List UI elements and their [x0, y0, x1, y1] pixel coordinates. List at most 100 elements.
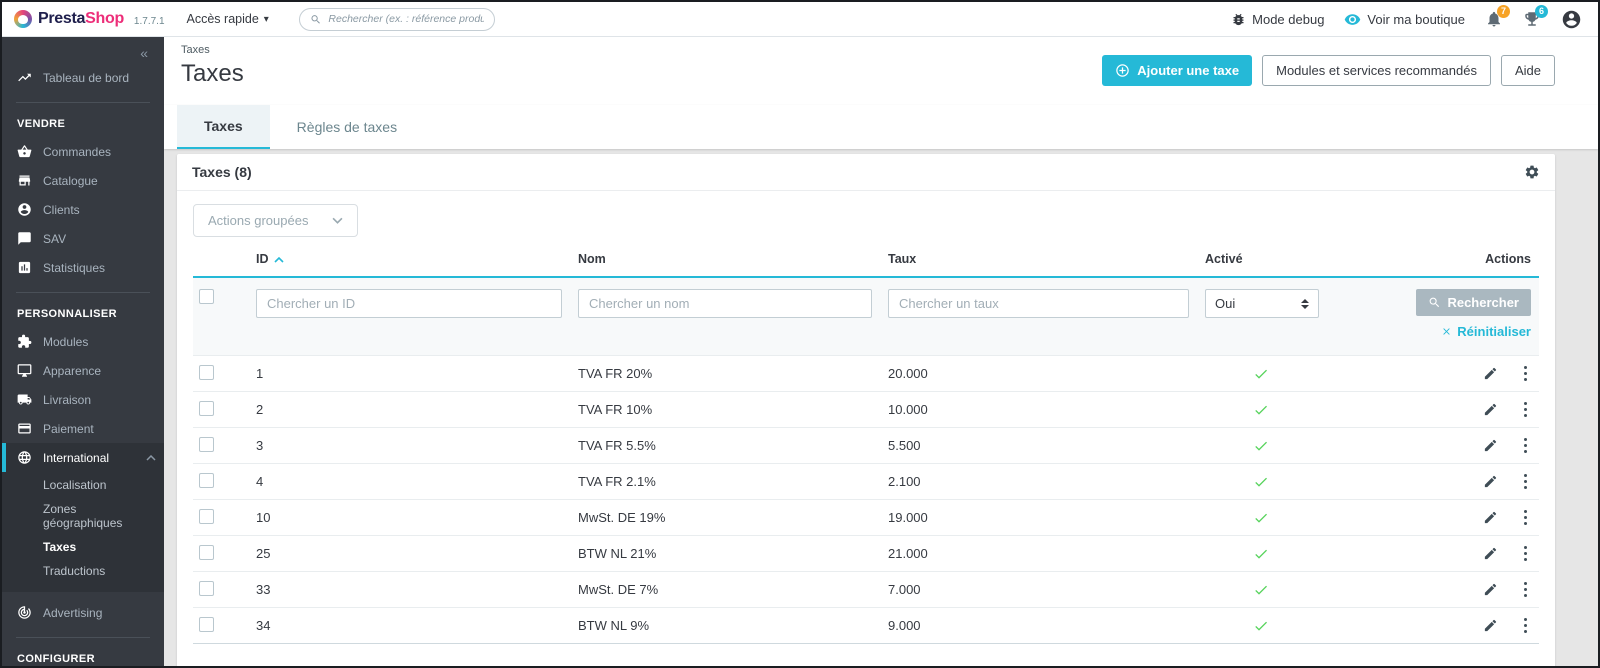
submenu-item-localization[interactable]: Localisation [43, 478, 107, 492]
sidebar-item-customers[interactable]: Clients [2, 195, 164, 224]
table-row[interactable]: 2 TVA FR 10% 10.000 [193, 391, 1539, 428]
edit-pencil-icon[interactable] [1483, 582, 1498, 597]
row-menu-kebab-icon[interactable] [1520, 472, 1532, 492]
edit-pencil-icon[interactable] [1483, 546, 1498, 561]
table-row[interactable]: 25 BTW NL 21% 21.000 [193, 535, 1539, 572]
search-submit-button[interactable]: Rechercher [1416, 289, 1531, 316]
topbar-right-cluster: Mode debug Voir ma boutique 7 6 [1231, 4, 1582, 30]
table-row[interactable]: 34 BTW NL 9% 9.000 [193, 607, 1539, 644]
panel-settings-gear-icon[interactable] [1524, 164, 1540, 180]
global-search-input[interactable] [328, 13, 484, 25]
table-row[interactable]: 1 TVA FR 20% 20.000 [193, 355, 1539, 392]
help-button[interactable]: Aide [1500, 55, 1555, 86]
row-checkbox[interactable] [199, 472, 214, 488]
table-row[interactable]: 10 MwSt. DE 19% 19.000 [193, 499, 1539, 536]
submenu-item-geo-zones[interactable]: Zones géographiques [43, 502, 123, 530]
cell-id: 4 [248, 463, 570, 500]
tab-tax-rules[interactable]: Règles de taxes [296, 119, 398, 135]
achievements-button[interactable]: 6 [1523, 4, 1548, 28]
truck-icon [17, 394, 32, 405]
mode-debug[interactable]: Mode debug [1231, 12, 1324, 27]
panel-header: Taxes (8) [177, 154, 1555, 191]
row-menu-kebab-icon[interactable] [1520, 616, 1532, 636]
row-checkbox[interactable] [199, 580, 214, 596]
brand-name: PrestaShop [38, 10, 124, 28]
filter-rate-input[interactable] [888, 289, 1189, 318]
international-submenu: Localisation Zones géographiques Taxes T… [2, 472, 164, 592]
column-header-id[interactable]: ID [248, 242, 570, 277]
sidebar-item-label: Advertising [43, 605, 103, 620]
sidebar-item-dashboard[interactable]: Tableau de bord [2, 63, 164, 92]
global-search[interactable] [298, 7, 495, 31]
bell-icon [1488, 11, 1500, 27]
cell-name: TVA FR 5.5% [570, 427, 880, 464]
row-menu-kebab-icon[interactable] [1520, 544, 1532, 564]
sidebar-item-modules[interactable]: Modules [2, 327, 164, 356]
sidebar-item-label: Modules [43, 334, 89, 349]
check-icon [1255, 369, 1267, 379]
main-area: Taxes Taxes Ajouter une taxe Modules et … [164, 37, 1598, 666]
add-tax-button[interactable]: Ajouter une taxe [1102, 55, 1253, 86]
edit-pencil-icon[interactable] [1483, 438, 1498, 453]
column-header-active[interactable]: Activé [1205, 252, 1243, 266]
row-menu-kebab-icon[interactable] [1520, 436, 1532, 456]
header-select-column [193, 242, 248, 277]
version-label: 1.7.7.1 [133, 15, 165, 27]
reset-filters-link[interactable]: Réinitialiser [1441, 324, 1531, 339]
filter-row: Oui Rechercher [193, 277, 1539, 356]
row-checkbox[interactable] [199, 616, 214, 632]
edit-pencil-icon[interactable] [1483, 510, 1498, 525]
submenu-item-taxes[interactable]: Taxes [43, 540, 77, 554]
row-checkbox[interactable] [199, 508, 214, 524]
filter-active-select[interactable]: Oui [1205, 289, 1319, 318]
tab-bar: Taxes Règles de taxes [164, 105, 1598, 149]
table-row[interactable]: 3 TVA FR 5.5% 5.500 [193, 427, 1539, 464]
row-checkbox[interactable] [199, 364, 214, 380]
account-avatar-icon[interactable] [1561, 9, 1582, 30]
sidebar-item-catalog[interactable]: Catalogue [2, 166, 164, 195]
view-shop-label: Voir ma boutique [1367, 11, 1465, 27]
row-checkbox[interactable] [199, 400, 214, 416]
filter-id-input[interactable] [256, 289, 562, 318]
cell-id: 1 [248, 355, 570, 392]
filter-select-cell [193, 277, 248, 356]
sidebar-item-stats[interactable]: Statistiques [2, 253, 164, 282]
eye-icon [1345, 13, 1361, 25]
filter-name-input[interactable] [578, 289, 872, 318]
table-row[interactable]: 4 TVA FR 2.1% 2.100 [193, 463, 1539, 500]
sidebar-item-label: Paiement [43, 421, 94, 436]
edit-pencil-icon[interactable] [1483, 618, 1498, 633]
edit-pencil-icon[interactable] [1483, 366, 1498, 381]
bulk-actions-button[interactable]: Actions groupées [193, 204, 359, 237]
sidebar-item-international[interactable]: International [2, 443, 164, 472]
row-menu-kebab-icon[interactable] [1520, 400, 1532, 420]
sidebar-item-advertising[interactable]: Advertising [2, 598, 164, 627]
prestashop-logo[interactable]: PrestaShop 1.7.7.1 [14, 10, 165, 28]
row-checkbox[interactable] [199, 544, 214, 560]
check-icon [1255, 621, 1267, 631]
notifications-button[interactable]: 7 [1485, 4, 1510, 28]
sort-asc-icon [273, 256, 284, 263]
row-menu-kebab-icon[interactable] [1520, 364, 1532, 384]
row-menu-kebab-icon[interactable] [1520, 580, 1532, 600]
view-shop[interactable]: Voir ma boutique [1344, 11, 1465, 28]
recommended-modules-button[interactable]: Modules et services recommandés [1262, 55, 1491, 86]
sidebar-item-orders[interactable]: Commandes [2, 137, 164, 166]
edit-pencil-icon[interactable] [1483, 474, 1498, 489]
select-all-checkbox[interactable] [199, 289, 214, 304]
table-row[interactable]: 33 MwSt. DE 7% 7.000 [193, 571, 1539, 608]
row-checkbox[interactable] [199, 436, 214, 452]
column-header-name[interactable]: Nom [578, 252, 606, 266]
sidebar-item-payment[interactable]: Paiement [2, 414, 164, 443]
edit-pencil-icon[interactable] [1483, 402, 1498, 417]
submenu-item-translations[interactable]: Traductions [43, 564, 106, 578]
sidebar-item-customer-service[interactable]: SAV [2, 224, 164, 253]
tab-taxes[interactable]: Taxes [177, 105, 270, 149]
row-menu-kebab-icon[interactable] [1520, 508, 1532, 528]
chevron-down-icon: ▾ [263, 13, 269, 25]
column-header-rate[interactable]: Taux [888, 252, 917, 266]
quick-access-dropdown[interactable]: Accès rapide ▾ [187, 12, 269, 26]
sidebar-collapse-button[interactable]: « [2, 37, 164, 63]
sidebar-item-shipping[interactable]: Livraison [2, 385, 164, 414]
sidebar-item-design[interactable]: Apparence [2, 356, 164, 385]
